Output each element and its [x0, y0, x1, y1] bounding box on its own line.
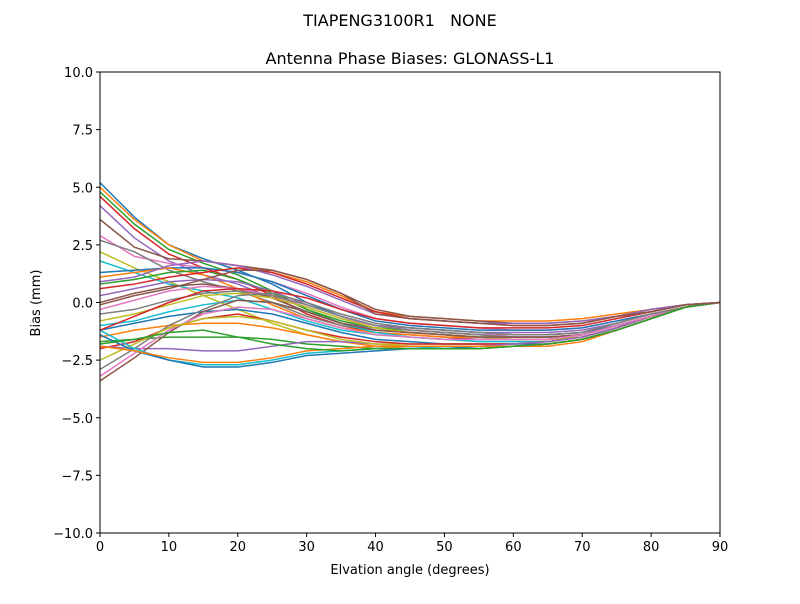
series-line [99, 269, 721, 327]
series-line [99, 287, 721, 331]
x-tick-label: 40 [367, 540, 384, 555]
x-tick-label: 80 [643, 540, 660, 555]
y-tick-label: 7.5 [72, 124, 93, 139]
plot-frame [99, 71, 721, 534]
series-line [99, 301, 721, 352]
y-tick-label: −5.0 [61, 412, 93, 427]
y-axis-label: Bias (mm) [29, 270, 44, 337]
y-tick-label: −7.5 [61, 469, 93, 484]
x-tick-label: 60 [505, 540, 522, 555]
series-line [99, 292, 721, 370]
x-tick-label: 0 [96, 540, 104, 555]
series-lines [99, 182, 721, 382]
series-line [99, 301, 721, 366]
x-axis-label: Elvation angle (degrees) [330, 563, 489, 578]
series-line [99, 301, 721, 377]
x-tick-label: 50 [436, 540, 453, 555]
series-line [99, 267, 721, 331]
y-tick-label: 0.0 [72, 297, 93, 312]
y-tick-label: −10.0 [53, 527, 93, 542]
y-axis: −10.0 −7.5 −5.0 −2.5 0.0 2.5 5.0 7.5 10.0 [53, 66, 100, 542]
x-tick-label: 20 [230, 540, 247, 555]
x-axis: 0 10 20 30 40 50 60 70 80 90 [96, 533, 728, 555]
y-tick-label: 2.5 [72, 239, 93, 254]
chart-suptitle: TIAPENG3100R1 NONE [302, 11, 496, 30]
x-tick-label: 90 [712, 540, 729, 555]
x-tick-label: 30 [298, 540, 315, 555]
y-tick-label: −2.5 [61, 354, 93, 369]
x-tick-label: 10 [161, 540, 178, 555]
chart-title: Antenna Phase Biases: GLONASS-L1 [266, 49, 555, 68]
x-tick-label: 70 [574, 540, 591, 555]
y-tick-label: 5.0 [72, 181, 93, 196]
y-tick-label: 10.0 [64, 66, 93, 81]
